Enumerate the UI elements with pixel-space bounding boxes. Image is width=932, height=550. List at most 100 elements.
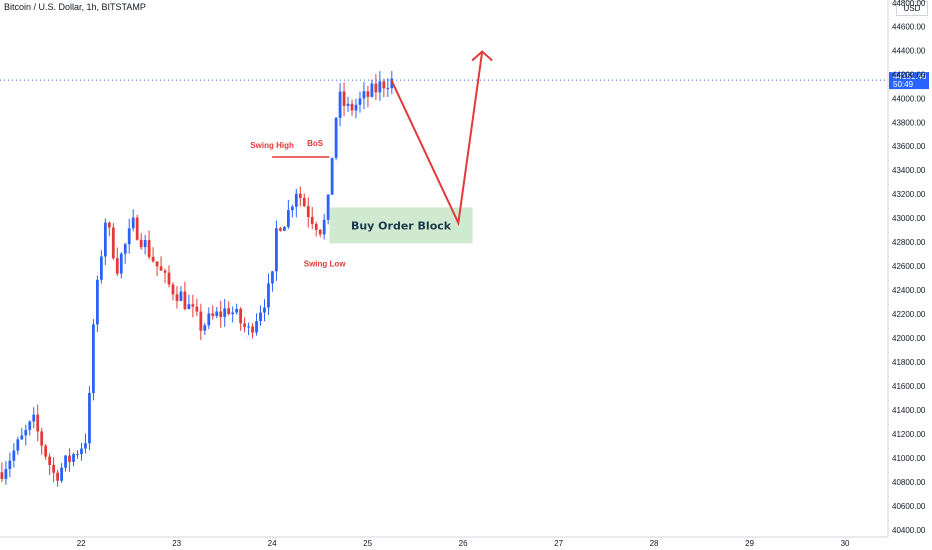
candle-body-up xyxy=(326,194,330,220)
y-tick-label: 40400.00 xyxy=(892,526,926,535)
price-tag-bg xyxy=(889,72,929,90)
y-tick-label: 41400.00 xyxy=(892,406,926,415)
y-tick-label: 42000.00 xyxy=(892,334,926,343)
candle-body-down xyxy=(167,272,171,285)
candle-body-down xyxy=(279,228,282,231)
candle-body-down xyxy=(139,239,143,248)
candle-body-up xyxy=(235,308,239,313)
y-tick-label: 42800.00 xyxy=(892,238,926,247)
candle-body-down xyxy=(211,313,215,317)
candle-body-down xyxy=(195,306,199,312)
candle-body-up xyxy=(263,307,266,313)
candle-body-down xyxy=(342,91,346,106)
candle-body-up xyxy=(330,157,334,195)
candle-body-up xyxy=(378,81,382,93)
y-tick-label: 43800.00 xyxy=(892,118,926,127)
swing-low-label: Swing Low xyxy=(304,260,347,269)
y-tick-label: 44200.00 xyxy=(892,70,926,79)
x-tick-label: 25 xyxy=(363,539,372,548)
x-tick-label: 22 xyxy=(77,539,86,548)
candle-body-down xyxy=(175,294,179,301)
candle-body-down xyxy=(56,472,60,481)
candle-body-up xyxy=(338,91,342,118)
candle-body-up xyxy=(271,271,274,284)
candle-body-up xyxy=(386,88,390,90)
candle-body-down xyxy=(163,270,167,273)
candle-body-down xyxy=(151,256,155,262)
y-tick-label: 41600.00 xyxy=(892,382,926,391)
candle-body-up xyxy=(127,228,131,245)
y-tick-label: 43600.00 xyxy=(892,142,926,151)
candle-body-up xyxy=(247,326,250,328)
candle-body-up xyxy=(92,324,95,393)
y-tick-label: 40600.00 xyxy=(892,502,926,511)
bos-label: BoS xyxy=(307,139,324,148)
y-tick-label: 40800.00 xyxy=(892,478,926,487)
candle-body-up xyxy=(76,454,79,456)
candle-body-up xyxy=(131,217,135,229)
y-tick-label: 43200.00 xyxy=(892,190,926,199)
candle-body-up xyxy=(88,392,91,444)
candle-body-up xyxy=(24,429,28,436)
arrow-head xyxy=(471,50,493,62)
x-tick-label: 26 xyxy=(459,539,468,548)
candle-body-up xyxy=(119,253,123,274)
candle-body-up xyxy=(12,450,16,461)
candle-body-down xyxy=(135,217,139,240)
candle-body-up xyxy=(215,311,219,317)
candle-body-down xyxy=(199,311,203,331)
candle-body-down xyxy=(36,414,40,432)
candle-body-up xyxy=(322,219,326,235)
candle-body-down xyxy=(382,81,386,89)
candle-body-down xyxy=(0,472,4,479)
candle-body-down xyxy=(251,326,254,333)
x-tick-label: 30 xyxy=(841,539,850,548)
candle-body-up xyxy=(96,279,99,325)
candle-body-up xyxy=(16,439,20,451)
candle-body-up xyxy=(223,308,227,317)
currency-selector[interactable]: USD xyxy=(896,1,928,16)
candle-body-up xyxy=(286,210,290,227)
candle-body-up xyxy=(84,443,87,449)
candle-body-down xyxy=(107,222,111,228)
candle-body-down xyxy=(155,261,159,267)
order-block-label: Buy Order Block xyxy=(351,219,452,232)
candle-body-down xyxy=(298,193,302,198)
x-tick-label: 27 xyxy=(554,539,563,548)
candle-body-up xyxy=(267,283,270,308)
candle-body-down xyxy=(366,91,370,97)
candle-body-down xyxy=(374,83,378,93)
swing-high-label: Swing High xyxy=(250,141,294,150)
candle-body-down xyxy=(314,223,318,230)
y-tick-label: 41000.00 xyxy=(892,454,926,463)
candle-body-up xyxy=(294,193,298,207)
x-tick-label: 23 xyxy=(172,539,181,548)
candle-body-down xyxy=(68,455,71,462)
candle-body-down xyxy=(191,304,195,307)
candle-body-down xyxy=(310,217,314,224)
candle-body-down xyxy=(171,284,175,295)
candle-body-down xyxy=(318,229,322,235)
candle-body-up xyxy=(20,435,24,440)
candle-body-up xyxy=(282,226,286,231)
x-tick-label: 24 xyxy=(268,539,277,548)
last-price-label: 44151.46 xyxy=(893,72,927,81)
candle-body-up xyxy=(32,414,36,422)
order-block-zone xyxy=(329,207,473,244)
y-tick-label: 41200.00 xyxy=(892,430,926,439)
candle-body-down xyxy=(227,308,231,315)
chart-title: Bitcoin / U.S. Dollar, 1h, BITSTAMP xyxy=(4,2,146,12)
candle-body-down xyxy=(48,456,52,465)
candle-body-up xyxy=(72,454,75,462)
candle-body-up xyxy=(354,104,358,111)
candle-body-down xyxy=(40,431,44,446)
candle-body-down xyxy=(350,103,354,111)
y-tick-label: 44000.00 xyxy=(892,94,926,103)
candle-body-up xyxy=(255,321,258,333)
candle-body-up xyxy=(60,467,63,481)
candle-body-down xyxy=(239,308,243,324)
candle-body-up xyxy=(362,91,366,99)
candle-body-down xyxy=(111,227,115,259)
